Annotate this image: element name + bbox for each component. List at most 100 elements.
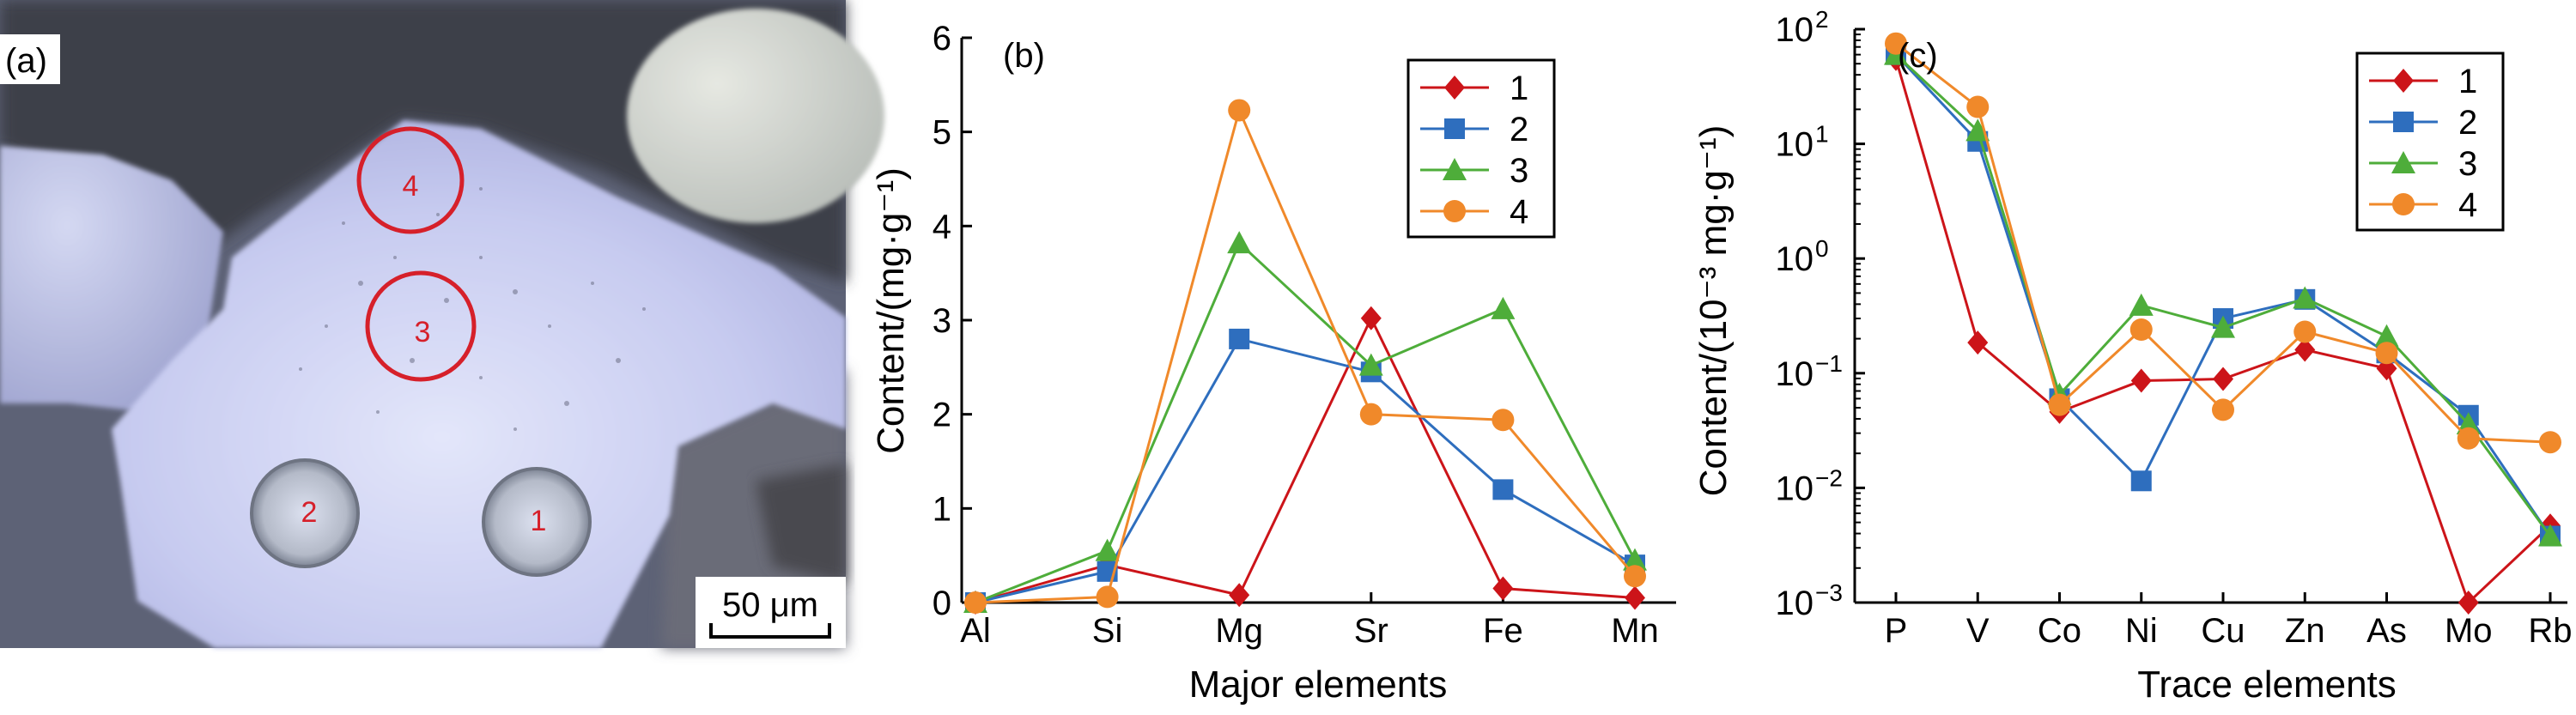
y-tick-label: 10 — [1776, 470, 1814, 507]
data-point — [2048, 393, 2071, 416]
y-tick-label: 10 — [1776, 585, 1814, 622]
data-point — [2294, 337, 2316, 362]
data-point — [2458, 591, 2479, 615]
chart-b-legend: 1 2 34 — [1406, 58, 1556, 239]
spot-label-3: 3 — [415, 316, 431, 348]
legend-label: 1 — [1510, 70, 1528, 107]
data-point — [1966, 95, 1990, 118]
series-line-2 — [975, 337, 1636, 604]
legend-marker — [1443, 158, 1467, 180]
legend-marker — [1444, 76, 1465, 100]
data-point — [2130, 368, 2152, 393]
panel-a-label-box — [0, 34, 60, 84]
y-tick-label: 10 — [1776, 126, 1814, 164]
data-point — [2375, 342, 2398, 365]
data-point — [2212, 398, 2234, 421]
y-tick-exponent: −1 — [1815, 350, 1843, 377]
y-tick-label: 6 — [933, 20, 951, 58]
spot-label-1: 1 — [531, 505, 547, 537]
data-point — [1492, 576, 1514, 601]
y-tick-label: 3 — [933, 302, 951, 340]
chart-b-series — [963, 99, 1647, 615]
data-point — [2293, 320, 2317, 343]
chart-c-y-axis-label: Content/(10⁻³ mg·g⁻¹) — [1692, 125, 1735, 497]
data-point — [2538, 524, 2562, 547]
scale-bar-label: 50 μm — [722, 586, 818, 624]
data-point — [1227, 231, 1252, 254]
legend-box — [2355, 52, 2505, 232]
data-point — [1358, 353, 1383, 376]
legend-box — [1406, 58, 1556, 239]
chart-b-y-axis-label: Content/(mg·g⁻¹) — [870, 167, 912, 454]
y-tick-label: 10 — [1776, 11, 1814, 49]
legend-label: 3 — [2458, 145, 2477, 183]
inclusions — [299, 187, 646, 518]
series-line-1 — [975, 315, 1636, 604]
data-point — [1624, 565, 1646, 588]
micrograph-panel: 4 3 2 1 (a) 50 μm — [0, 0, 884, 648]
series-line-3 — [975, 240, 1637, 604]
x-tick-label: V — [1966, 612, 1990, 650]
chart-c-panel-label: (c) — [1898, 37, 1938, 75]
y-tick-label: 4 — [933, 208, 951, 245]
data-point — [1359, 403, 1382, 426]
dark-spot — [756, 464, 846, 584]
legend-label: 2 — [2458, 104, 2477, 142]
laser-pit-2 — [250, 458, 360, 568]
data-point — [1096, 585, 1119, 609]
data-point — [2374, 324, 2399, 347]
data-point — [2539, 431, 2561, 454]
legend-label: 2 — [1510, 111, 1528, 148]
data-point — [1492, 479, 1514, 500]
legend-marker — [2393, 112, 2414, 132]
y-tick-exponent: 0 — [1815, 235, 1829, 262]
y-tick-exponent: −3 — [1815, 579, 1843, 606]
data-point — [2293, 286, 2318, 309]
y-tick-label: 0 — [933, 585, 951, 622]
data-point — [1095, 538, 1120, 561]
data-point — [2129, 318, 2153, 342]
data-point — [1360, 306, 1382, 330]
x-tick-label: Sr — [1354, 612, 1388, 650]
chart-b-panel-label: (b) — [1003, 37, 1045, 75]
data-point — [2457, 427, 2480, 450]
data-point — [2129, 293, 2154, 316]
data-point — [1229, 328, 1250, 349]
x-tick-label: Zn — [2285, 612, 2325, 650]
data-point — [1625, 585, 1645, 610]
data-point — [1967, 330, 1989, 355]
x-tick-label: Fe — [1483, 612, 1523, 650]
data-point — [2130, 470, 2152, 492]
x-tick-label: Si — [1092, 612, 1123, 650]
x-tick-label: As — [2366, 612, 2407, 650]
legend-marker — [2393, 69, 2414, 93]
chart-c-x-axis-label: Trace elements — [2137, 663, 2397, 706]
x-tick-label: Co — [2038, 612, 2081, 650]
scale-bar — [709, 623, 831, 639]
legend-label: 4 — [2458, 186, 2477, 224]
data-point — [2456, 412, 2481, 435]
x-tick-label: Mo — [2445, 612, 2493, 650]
data-point — [1492, 409, 1515, 432]
y-tick-label: 1 — [933, 490, 951, 528]
chart-b-x-axis-label: Major elements — [1189, 663, 1448, 706]
series-line-4 — [975, 106, 1637, 604]
x-tick-label: P — [1885, 612, 1908, 650]
analysis-circle-3 — [365, 270, 477, 382]
y-tick-label: 10 — [1776, 355, 1814, 393]
y-tick-exponent: −2 — [1815, 464, 1843, 491]
legend-label: 3 — [1510, 152, 1528, 190]
y-tick-label: 10 — [1776, 240, 1814, 278]
spot-label-4: 4 — [403, 170, 419, 203]
panel-a-label: (a) — [5, 42, 47, 80]
chart-c-legend: 1 234 — [2355, 52, 2505, 232]
data-point — [1623, 548, 1647, 571]
legend-label: 4 — [1510, 193, 1528, 231]
data-point — [1228, 99, 1251, 122]
data-point — [964, 591, 987, 614]
legend-marker — [2391, 151, 2415, 173]
laser-pit-1 — [482, 467, 592, 577]
